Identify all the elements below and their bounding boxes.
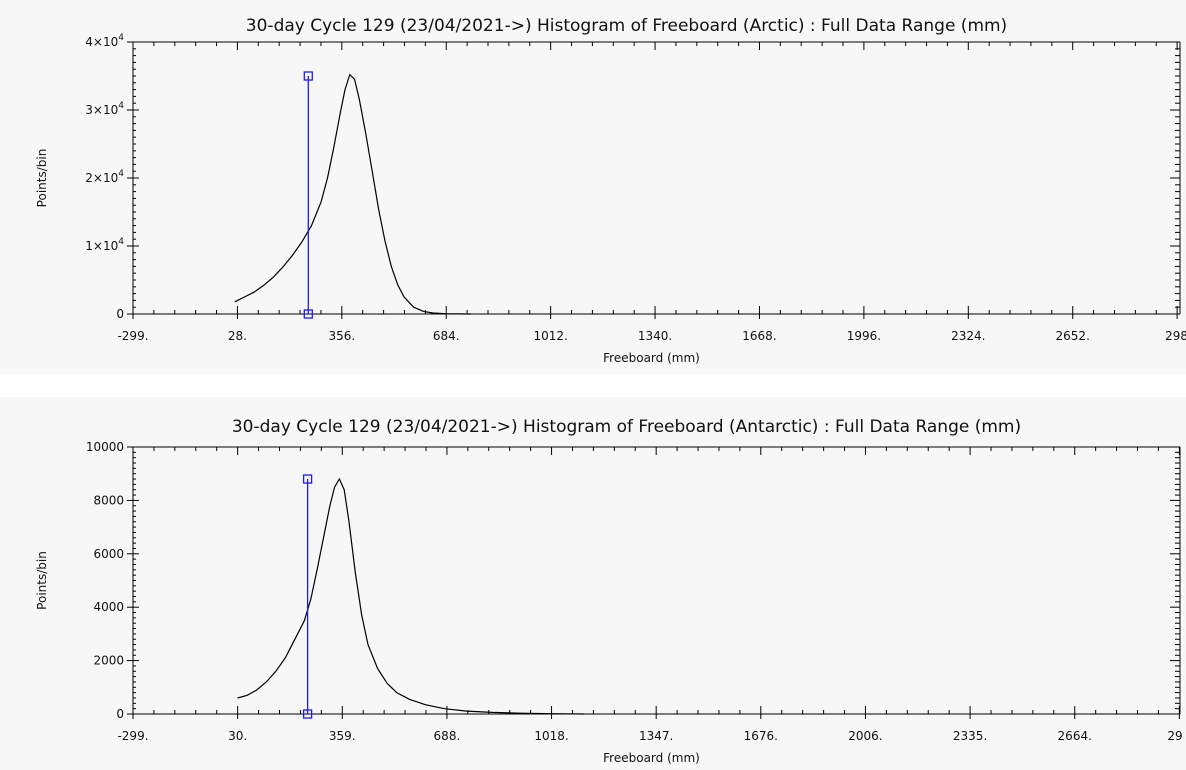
x-tick-label: 298	[1165, 329, 1186, 343]
x-tick-label: 1676.	[744, 729, 778, 743]
y-tick-label: 1×104	[85, 237, 124, 253]
y-tick-label: 0	[116, 707, 124, 721]
marker-square-bottom	[302, 709, 313, 719]
arctic-histogram-chart: 30-day Cycle 129 (23/04/2021->) Histogra…	[35, 16, 1186, 365]
chart-title: 30-day Cycle 129 (23/04/2021->) Histogra…	[232, 417, 1021, 437]
y-tick-label: 2000	[93, 654, 124, 668]
x-tick-label: 688.	[434, 729, 461, 743]
x-tick-label: 29	[1167, 729, 1182, 743]
x-tick-label: 1996.	[847, 329, 881, 343]
x-tick-label: 1012.	[533, 329, 567, 343]
y-tick-label: 8000	[93, 493, 124, 507]
x-tick-label: -299.	[117, 329, 148, 343]
y-tick-label: 4000	[93, 600, 124, 614]
x-tick-label: 28.	[228, 329, 247, 343]
x-tick-label: 2324.	[951, 329, 985, 343]
x-tick-label: 2335.	[953, 729, 987, 743]
x-tick-label: 2664.	[1058, 729, 1092, 743]
y-tick-label: 0	[116, 307, 124, 321]
antarctic-histogram-panel: 30-day Cycle 129 (23/04/2021->) Histogra…	[0, 397, 1186, 770]
x-tick-label: 2006.	[848, 729, 882, 743]
x-tick-label: -299.	[117, 729, 148, 743]
marker-square-top	[302, 474, 313, 484]
x-tick-label: 356.	[328, 329, 355, 343]
x-tick-label: 359.	[329, 729, 356, 743]
x-tick-label: 684.	[433, 329, 460, 343]
histogram-series-line	[237, 477, 585, 715]
chart-title: 30-day Cycle 129 (23/04/2021->) Histogra…	[246, 16, 1007, 36]
y-tick-label: 3×104	[85, 101, 124, 117]
x-axis-label: Freeboard (mm)	[603, 351, 700, 365]
antarctic-histogram-chart: 30-day Cycle 129 (23/04/2021->) Histogra…	[35, 417, 1183, 765]
x-tick-label: 2652.	[1056, 329, 1090, 343]
y-tick-label: 4×104	[85, 33, 124, 49]
x-tick-label: 1668.	[742, 329, 776, 343]
x-tick-label: 1340.	[638, 329, 672, 343]
marker-square-bottom	[303, 309, 313, 319]
histogram-series-line	[234, 73, 472, 315]
arctic-histogram-panel: 30-day Cycle 129 (23/04/2021->) Histogra…	[0, 0, 1186, 374]
x-tick-label: 1347.	[639, 729, 673, 743]
y-tick-label: 10000	[86, 440, 124, 454]
x-tick-label: 30.	[228, 729, 247, 743]
y-tick-label: 2×104	[85, 169, 124, 185]
y-tick-label: 6000	[93, 547, 124, 561]
y-axis-label: Points/bin	[35, 149, 49, 208]
marker-square-top	[303, 71, 313, 81]
x-axis-label: Freeboard (mm)	[603, 751, 700, 765]
x-tick-label: 1018.	[534, 729, 568, 743]
y-axis-label: Points/bin	[35, 551, 49, 610]
